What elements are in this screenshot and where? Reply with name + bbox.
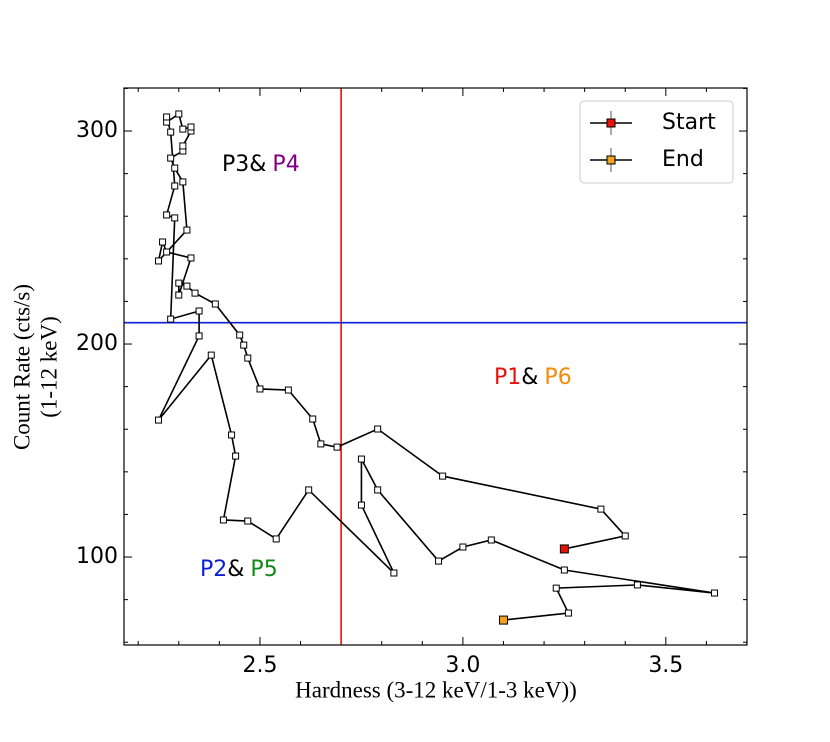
data-point: [228, 431, 236, 439]
data-point: [163, 113, 171, 121]
data-point: [179, 142, 187, 150]
annotation-part: P6: [544, 365, 571, 390]
data-point: [195, 332, 203, 340]
data-point: [163, 248, 171, 256]
data-point: [439, 472, 447, 480]
annotation-part: &: [249, 152, 266, 177]
data-point: [711, 589, 719, 597]
y-axis-label-group: Count Rate (cts/s) (1-12 keV): [9, 284, 61, 450]
data-point: [175, 279, 183, 287]
x-axis-label: Hardness (3-12 keV/1-3 keV)): [295, 677, 577, 702]
x-tick-label: 2.5: [242, 653, 277, 678]
data-point: [357, 455, 365, 463]
data-point: [183, 226, 191, 234]
data-point: [564, 609, 572, 617]
data-point: [597, 505, 605, 513]
data-point: [175, 110, 183, 118]
y-tick-label: 200: [76, 331, 118, 356]
data-point: [179, 125, 187, 133]
data-point: [175, 291, 183, 299]
data-point: [187, 123, 195, 131]
data-point: [232, 452, 240, 460]
data-point: [211, 300, 219, 308]
data-point: [167, 128, 175, 136]
data-point: [552, 584, 560, 592]
annotation-part: P4: [272, 152, 299, 177]
data-point: [154, 416, 162, 424]
legend-marker: [606, 118, 616, 128]
y-tick-label: 300: [76, 118, 118, 143]
data-point: [560, 566, 568, 574]
data-point: [183, 282, 191, 290]
data-point: [374, 425, 382, 433]
x-tick-label: 3.0: [445, 653, 480, 678]
data-point: [374, 486, 382, 494]
data-point: [305, 486, 313, 494]
data-point: [633, 581, 641, 589]
data-point: [236, 331, 244, 339]
legend-label: Start: [662, 110, 716, 135]
data-point: [621, 532, 629, 540]
data-point: [390, 569, 398, 577]
data-point: [333, 443, 341, 451]
data-point: [272, 535, 280, 543]
annotation: P2& P5: [200, 557, 278, 582]
data-point: [357, 501, 365, 509]
data-point: [256, 385, 264, 393]
data-point: [171, 164, 179, 172]
data-point: [207, 351, 215, 359]
data-point: [167, 315, 175, 323]
data-point: [435, 557, 443, 565]
legend-box: [579, 100, 734, 184]
data-point: [487, 536, 495, 544]
data-point: [244, 517, 252, 525]
legend-label: End: [662, 147, 704, 172]
data-point: [179, 178, 187, 186]
data-point: [187, 254, 195, 262]
data-point: [317, 440, 325, 448]
data-point: [167, 154, 175, 162]
legend-marker: [606, 155, 616, 165]
annotation-part: &: [227, 557, 244, 582]
data-point: [309, 415, 317, 423]
annotation-part: P5: [250, 557, 277, 582]
data-point: [219, 516, 227, 524]
data-point: [559, 544, 569, 554]
annotation-part: &: [521, 365, 538, 390]
annotation-part: P1: [494, 365, 521, 390]
track-line: [157, 112, 715, 621]
data-point: [459, 543, 467, 551]
annotation-part: P3: [222, 152, 249, 177]
data-point: [240, 341, 248, 349]
data-point: [154, 257, 162, 265]
data-point: [284, 386, 292, 394]
y-axis-label: (1-12 keV): [36, 316, 61, 418]
plot-frame: [123, 87, 748, 646]
x-tick-label: 3.5: [648, 653, 683, 678]
annotation-part: P2: [200, 557, 227, 582]
data-point: [195, 307, 203, 315]
data-point: [191, 289, 199, 297]
data-point: [163, 211, 171, 219]
data-point: [171, 182, 179, 190]
data-point: [171, 214, 179, 222]
annotation: P1& P6: [494, 365, 572, 390]
data-point: [244, 354, 252, 362]
annotation: P3& P4: [222, 152, 300, 177]
data-point: [159, 238, 167, 246]
y-axis-label: Count Rate (cts/s): [9, 284, 34, 450]
data-point: [498, 615, 508, 625]
y-tick-label: 100: [76, 544, 118, 569]
